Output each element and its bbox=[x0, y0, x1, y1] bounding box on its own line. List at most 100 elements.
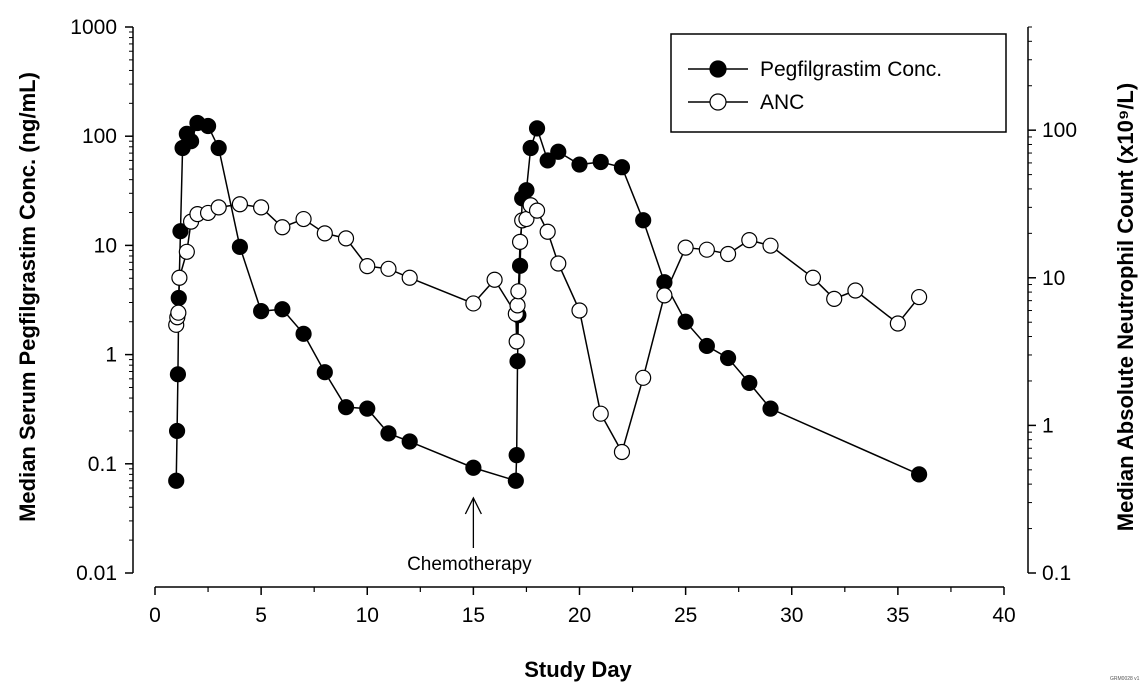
data-point bbox=[613, 159, 631, 176]
data-point bbox=[719, 349, 737, 367]
chemotherapy-annotation: Chemotherapy bbox=[407, 496, 532, 575]
data-point bbox=[274, 219, 291, 236]
data-point bbox=[337, 399, 355, 416]
data-point bbox=[804, 269, 822, 286]
y-right-tick-label: 10 bbox=[1042, 267, 1065, 290]
data-point bbox=[169, 366, 187, 383]
annotation-arrow-head bbox=[464, 496, 482, 515]
legend: Pegfilgrastim Conc. ANC bbox=[670, 33, 1007, 133]
data-point bbox=[231, 196, 248, 213]
data-point bbox=[522, 139, 539, 157]
data-point bbox=[847, 282, 864, 299]
data-point bbox=[550, 255, 567, 272]
data-point bbox=[719, 245, 737, 263]
data-point bbox=[635, 369, 652, 386]
data-point bbox=[274, 301, 291, 318]
data-point bbox=[199, 117, 217, 135]
data-point bbox=[465, 295, 482, 312]
data-point bbox=[698, 337, 715, 355]
data-point bbox=[401, 433, 418, 450]
data-point bbox=[316, 364, 333, 381]
data-point bbox=[168, 422, 186, 440]
data-point bbox=[508, 447, 525, 464]
x-tick-label: 0 bbox=[149, 604, 161, 627]
data-point bbox=[677, 239, 694, 256]
annotation-label: Chemotherapy bbox=[407, 554, 532, 575]
y-left-tick-label: 1000 bbox=[70, 16, 117, 39]
y-axis-right: 0.1 1 10 100 bbox=[1027, 26, 1077, 585]
data-point bbox=[171, 269, 188, 286]
data-point bbox=[635, 212, 652, 229]
data-point bbox=[509, 353, 526, 370]
data-point bbox=[539, 152, 556, 169]
data-point bbox=[910, 466, 928, 483]
data-point bbox=[592, 153, 609, 171]
y-left-tick-label: 0.01 bbox=[76, 562, 117, 585]
y-right-tick-label: 1 bbox=[1042, 414, 1054, 437]
data-point bbox=[762, 400, 779, 417]
corner-code: GRM0028 v1 bbox=[1110, 676, 1140, 682]
series-anc bbox=[168, 196, 928, 461]
data-point bbox=[762, 237, 779, 254]
data-point bbox=[550, 143, 567, 160]
y-right-tick-label: 100 bbox=[1042, 119, 1077, 142]
data-point bbox=[889, 315, 906, 332]
data-point bbox=[210, 139, 227, 157]
data-point bbox=[253, 199, 270, 216]
x-tick-label: 20 bbox=[568, 604, 591, 627]
data-point bbox=[295, 325, 312, 342]
y-axis-left-title: Median Serum Pegfilgrastim Conc. (ng/mL) bbox=[15, 72, 40, 522]
x-tick-label: 40 bbox=[992, 604, 1015, 627]
x-axis: 0 5 10 15 20 25 30 35 40 bbox=[149, 586, 1016, 627]
data-point bbox=[178, 243, 195, 260]
data-point bbox=[741, 232, 758, 249]
data-point bbox=[511, 233, 529, 251]
series-line bbox=[175, 122, 920, 482]
data-point bbox=[518, 182, 535, 199]
data-point bbox=[380, 260, 397, 277]
data-point bbox=[741, 374, 758, 392]
x-tick-label: 30 bbox=[780, 604, 803, 627]
data-point bbox=[182, 133, 200, 150]
data-point bbox=[539, 223, 556, 240]
data-point bbox=[592, 405, 609, 422]
x-tick-label: 25 bbox=[674, 604, 697, 627]
data-point bbox=[910, 288, 928, 306]
data-point bbox=[401, 269, 418, 286]
data-point bbox=[210, 199, 227, 216]
y-left-tick-label: 10 bbox=[94, 234, 117, 257]
data-point bbox=[231, 238, 248, 255]
legend-marker-pegfilgrastim bbox=[709, 60, 727, 78]
data-point bbox=[507, 472, 524, 489]
legend-marker-anc bbox=[709, 93, 727, 111]
y-left-tick-label: 100 bbox=[82, 125, 117, 148]
series-layer bbox=[168, 114, 928, 489]
y-left-tick-label: 0.1 bbox=[88, 453, 117, 476]
data-point bbox=[337, 230, 355, 247]
data-point bbox=[698, 241, 715, 258]
data-point bbox=[359, 257, 376, 275]
y-left-tick-label: 1 bbox=[105, 344, 117, 367]
legend-box bbox=[670, 33, 1007, 133]
data-point bbox=[253, 303, 270, 320]
data-point bbox=[170, 304, 187, 321]
data-point bbox=[613, 443, 631, 461]
series-line bbox=[175, 203, 920, 454]
y-axis-right-title: Median Absolute Neutrophil Count (x10⁹/L… bbox=[1113, 83, 1138, 531]
y-right-tick-label: 0.1 bbox=[1042, 562, 1071, 585]
data-point bbox=[677, 313, 694, 330]
data-point bbox=[172, 223, 189, 240]
legend-label-pegfilgrastim: Pegfilgrastim Conc. bbox=[760, 58, 942, 81]
data-point bbox=[316, 225, 333, 242]
data-point bbox=[295, 210, 312, 228]
y-axis-left: 0.01 0.1 1 10 100 1000 bbox=[70, 16, 134, 585]
data-point bbox=[486, 271, 503, 288]
x-tick-label: 15 bbox=[462, 604, 485, 627]
data-point bbox=[656, 287, 673, 304]
x-tick-label: 5 bbox=[255, 604, 267, 627]
x-tick-label: 35 bbox=[886, 604, 909, 627]
series-pegfilgrastim bbox=[168, 114, 928, 489]
data-point bbox=[359, 400, 376, 417]
data-point bbox=[571, 302, 588, 319]
data-point bbox=[826, 290, 843, 307]
